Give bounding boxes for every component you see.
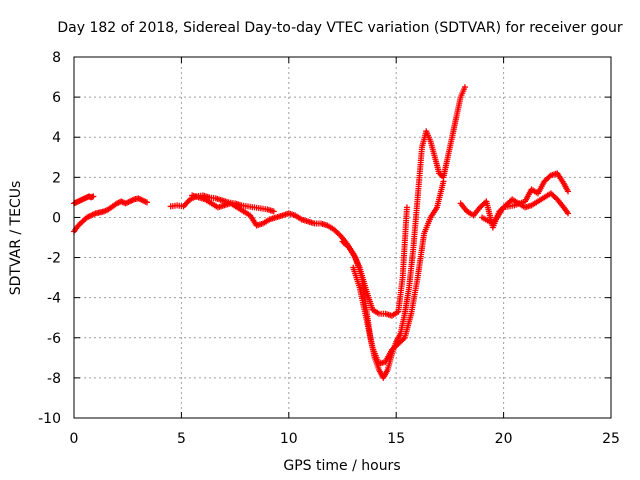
x-tick-label: 15 [387, 431, 405, 447]
y-tick-label: 2 [52, 170, 61, 186]
series-arc-1 [71, 193, 97, 207]
x-axis-label: GPS time / hours [283, 458, 400, 474]
x-tick-labels: 0 5 10 15 20 25 [70, 431, 620, 447]
data-points [71, 84, 572, 381]
y-tick-label: 6 [52, 90, 61, 106]
x-tick-label: 5 [177, 431, 186, 447]
series-arc-2 [71, 195, 151, 235]
data-point [270, 208, 277, 215]
data-point [144, 199, 151, 206]
data-point [461, 84, 468, 91]
y-tick-label: -4 [47, 291, 61, 307]
x-tick-label: 10 [280, 431, 298, 447]
data-point [565, 210, 572, 217]
y-tick-label: 0 [52, 210, 61, 226]
series-arc-8 [479, 170, 572, 227]
series-arc-6 [350, 178, 447, 367]
plot-frame [73, 56, 612, 419]
y-tick-label: -2 [47, 251, 61, 267]
data-point [565, 188, 572, 195]
y-tick-label: -8 [47, 371, 61, 387]
data-point [400, 335, 407, 342]
y-tick-label: 8 [52, 50, 61, 66]
data-point [440, 178, 447, 185]
x-tick-label: 0 [70, 431, 79, 447]
y-tick-label: -6 [47, 331, 61, 347]
x-tick-label: 20 [495, 431, 513, 447]
chart-title: Day 182 of 2018, Sidereal Day-to-day VTE… [57, 20, 623, 36]
y-tick-labels: -10 -8 -6 -4 -2 0 2 4 6 8 [38, 50, 61, 427]
y-tick-label: 4 [52, 130, 61, 146]
y-axis-label: SDTVAR / TECUs [8, 181, 24, 296]
data-point [403, 204, 410, 211]
y-tick-label: -10 [38, 411, 61, 427]
x-tick-label: 25 [602, 431, 620, 447]
grid [74, 57, 611, 418]
series-arc-5 [339, 84, 468, 381]
data-point [90, 193, 97, 200]
